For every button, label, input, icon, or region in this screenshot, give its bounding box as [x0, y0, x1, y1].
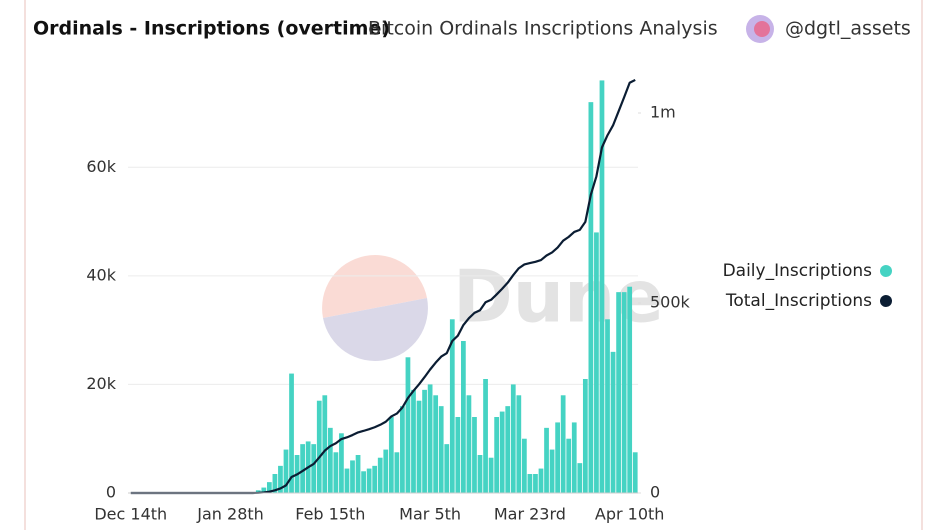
- bar: [339, 433, 344, 493]
- bar: [444, 444, 450, 493]
- bar: [632, 452, 638, 493]
- bar: [278, 465, 283, 493]
- bar: [416, 400, 422, 493]
- bar: [510, 384, 516, 493]
- bar: [427, 384, 433, 493]
- bar: [616, 292, 621, 493]
- bar: [582, 379, 588, 493]
- bar: [505, 406, 511, 493]
- bar: [327, 427, 333, 493]
- bar: [555, 422, 560, 493]
- y-tick-label: 40k: [86, 265, 116, 284]
- bar: [289, 373, 294, 493]
- x-tick-label: Dec 14th: [94, 505, 167, 524]
- bar: [361, 471, 366, 493]
- bar: [333, 452, 339, 493]
- bar: [405, 357, 411, 493]
- bar: [355, 455, 361, 493]
- chart-title: Ordinals - Inscriptions (overtime): [33, 18, 390, 40]
- bar: [300, 444, 305, 493]
- bar: [322, 395, 328, 493]
- bar: [255, 490, 261, 493]
- bar: [449, 319, 455, 493]
- bar: [394, 452, 400, 493]
- bar: [571, 422, 577, 493]
- y-tick-label: 20k: [86, 374, 116, 393]
- bar: [560, 395, 566, 493]
- bar: [499, 411, 505, 493]
- bar: [610, 351, 616, 493]
- bar: [472, 417, 477, 493]
- x-tick-label: Mar 5th: [399, 505, 461, 524]
- bar: [477, 455, 483, 493]
- bar: [316, 400, 322, 493]
- avatar: [754, 21, 770, 37]
- bar: [488, 457, 494, 493]
- bar: [538, 468, 544, 493]
- bar: [544, 427, 549, 493]
- bar: [455, 417, 461, 493]
- bar: [621, 292, 627, 493]
- bar: [521, 438, 527, 493]
- bar: [283, 449, 289, 493]
- bar: [433, 395, 439, 493]
- bar: [494, 417, 500, 493]
- bar: [627, 286, 633, 493]
- y2-tick-label: 1m: [650, 103, 676, 122]
- bar: [577, 463, 583, 493]
- bar: [366, 468, 372, 493]
- y2-tick-label: 500k: [650, 293, 691, 312]
- bar: [311, 444, 317, 493]
- bar: [344, 468, 350, 493]
- author: @dgtl_assets: [785, 18, 911, 40]
- bar: [527, 474, 533, 493]
- bar: [383, 449, 389, 493]
- watermark-logo: [322, 255, 427, 318]
- watermark-logo: [323, 298, 428, 361]
- bar: [422, 389, 427, 493]
- bar: [350, 460, 355, 493]
- bar: [566, 438, 572, 493]
- bar: [400, 406, 405, 493]
- x-tick-label: Feb 15th: [295, 505, 365, 524]
- legend-label: Total_Inscriptions: [725, 291, 872, 311]
- legend-marker: [880, 295, 892, 307]
- bar: [533, 474, 538, 493]
- bar: [388, 417, 394, 493]
- bar: [599, 80, 605, 493]
- x-tick-label: Apr 10th: [595, 505, 665, 524]
- y-tick-label: 0: [106, 483, 116, 502]
- bar: [466, 395, 472, 493]
- bar: [411, 389, 416, 493]
- bar: [605, 319, 610, 493]
- bar: [516, 395, 522, 493]
- x-tick-label: Jan 28th: [196, 505, 264, 524]
- bar: [461, 341, 466, 493]
- bar: [261, 487, 267, 493]
- legend-marker: [880, 265, 892, 277]
- bar: [272, 474, 278, 493]
- bar: [594, 232, 599, 493]
- y-tick-label: 60k: [86, 157, 116, 176]
- legend-label: Daily_Inscriptions: [723, 261, 873, 281]
- chart-subtitle: Bitcoin Ordinals Inscriptions Analysis: [368, 18, 718, 40]
- bar: [377, 457, 383, 493]
- watermark: Dune: [322, 255, 664, 361]
- bar: [266, 482, 272, 493]
- watermark-text: Dune: [453, 255, 664, 339]
- bar: [483, 379, 488, 493]
- bar: [438, 406, 444, 493]
- x-tick-label: Mar 23rd: [494, 505, 566, 524]
- bar: [549, 449, 555, 493]
- y2-tick-label: 0: [650, 483, 660, 502]
- bar: [372, 465, 378, 493]
- bar: [588, 102, 594, 494]
